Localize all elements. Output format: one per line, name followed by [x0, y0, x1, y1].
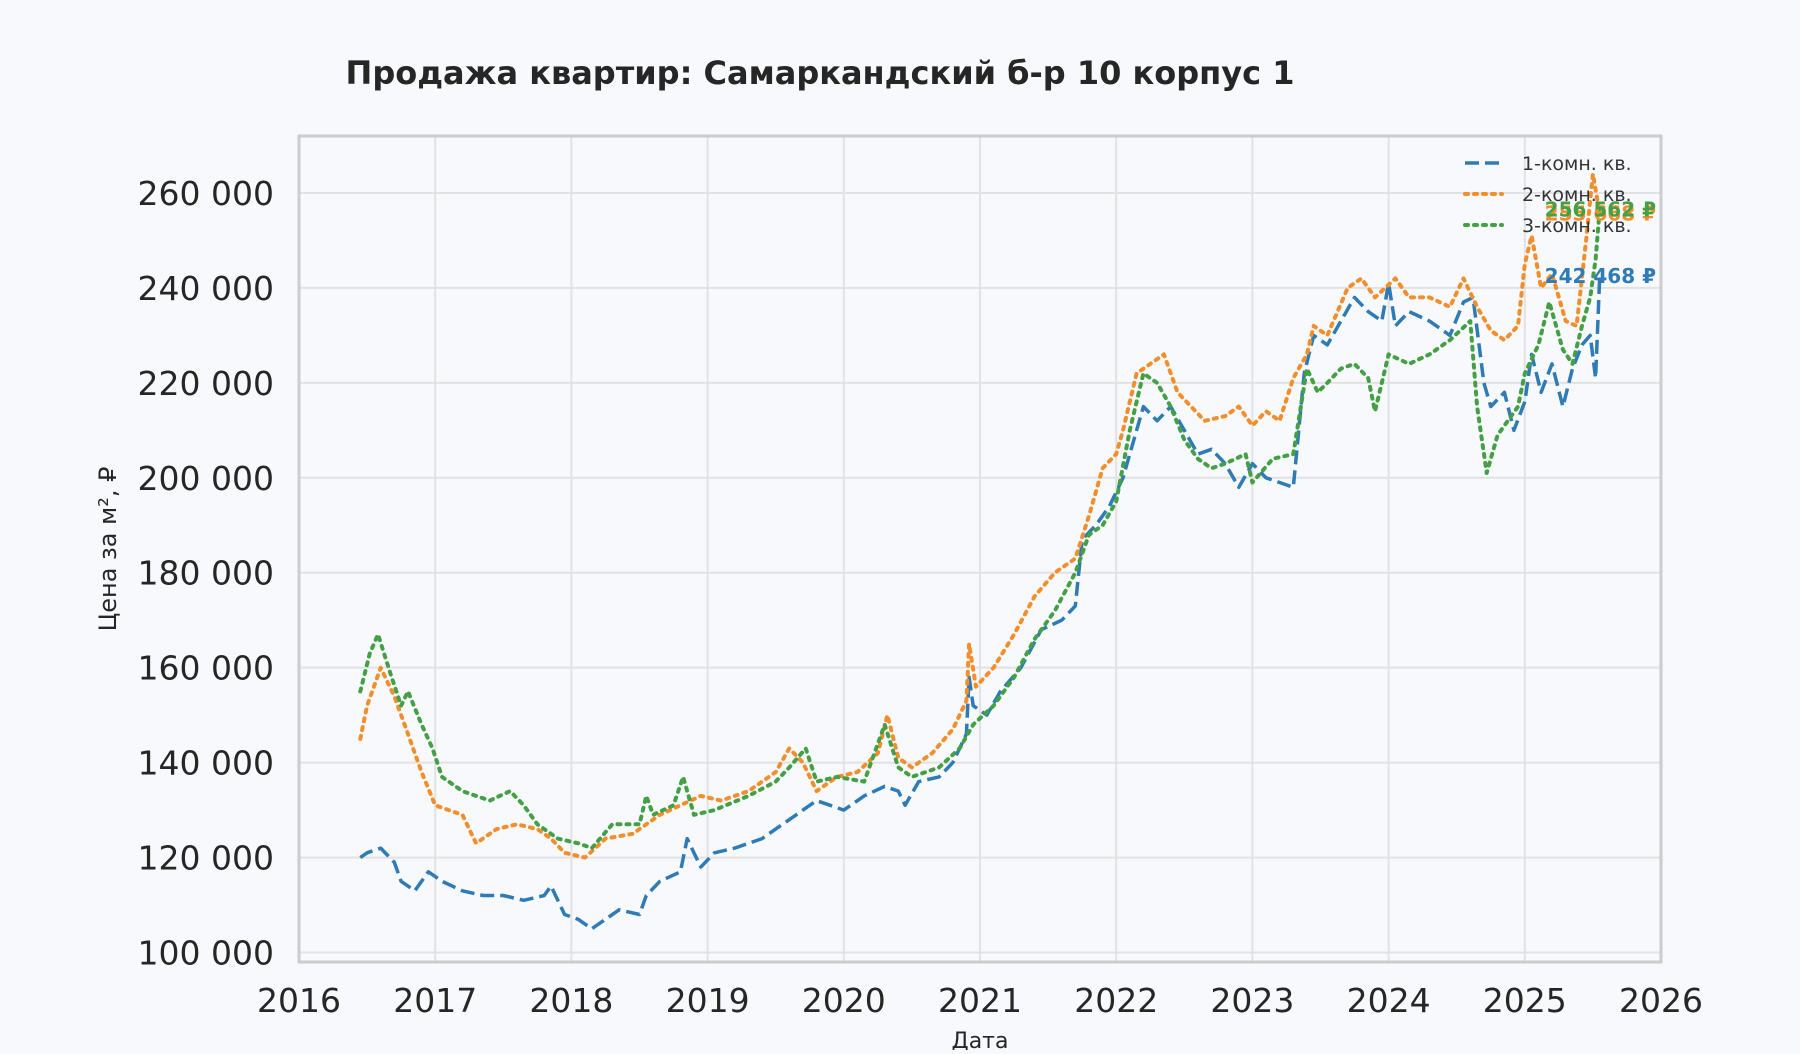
- series-line: [358, 207, 1602, 851]
- x-tick-label: 2022: [1074, 981, 1158, 1020]
- legend: 1-комн. кв. 2-комн. кв. 3-комн. кв.: [1463, 153, 1632, 237]
- plot-frame: [297, 134, 1663, 964]
- legend-label: 3-комн. кв.: [1522, 215, 1632, 237]
- x-tick-label: 2023: [1210, 981, 1294, 1020]
- series-end-label: 255 668 ₽: [1545, 202, 1656, 226]
- x-tick-label: 2018: [529, 981, 613, 1020]
- x-tick-label: 2019: [666, 981, 750, 1020]
- x-tick-label: 2016: [257, 981, 341, 1020]
- y-tick-labels: 100 000 120 000 140 000 160 000 180 000 200 0…: [138, 174, 274, 973]
- x-axis-label: Дата: [952, 1029, 1009, 1050]
- legend-label: 1-комн. кв.: [1522, 153, 1632, 175]
- y-tick-label: 220 000: [138, 364, 274, 403]
- series-end-label: 242 468 ₽: [1545, 264, 1656, 288]
- series-line: [358, 172, 1602, 860]
- series-line: [359, 276, 1602, 931]
- series-group: [358, 172, 1602, 931]
- y-tick-label: 100 000: [138, 934, 274, 973]
- y-tick-label: 120 000: [138, 839, 274, 878]
- y-tick-label: 180 000: [138, 554, 274, 593]
- x-tick-labels: 2016 2017 2018 2019 2020 2021 2022 2023 2024 2025…: [257, 981, 1703, 1020]
- chart-title: Продажа квартир: Самаркандский б-р 10 ко…: [346, 54, 1295, 92]
- y-tick-label: 200 000: [138, 459, 274, 498]
- y-tick-label: 260 000: [138, 174, 274, 213]
- x-tick-label: 2025: [1483, 981, 1567, 1020]
- x-tick-label: 2026: [1619, 981, 1703, 1020]
- series-end-label: 256 562 ₽: [1545, 197, 1656, 221]
- y-tick-label: 140 000: [138, 744, 274, 783]
- x-tick-label: 2024: [1347, 981, 1431, 1020]
- y-axis-label: Цена за м², ₽: [94, 467, 122, 632]
- legend-label: 2-комн. кв.: [1522, 184, 1632, 206]
- x-tick-label: 2017: [393, 981, 477, 1020]
- x-tick-label: 2020: [802, 981, 886, 1020]
- y-tick-label: 240 000: [138, 269, 274, 308]
- end-labels: 242 468 ₽ 255 668 ₽256 562 ₽: [1545, 197, 1656, 288]
- x-tick-label: 2021: [938, 981, 1022, 1020]
- y-tick-label: 160 000: [138, 649, 274, 688]
